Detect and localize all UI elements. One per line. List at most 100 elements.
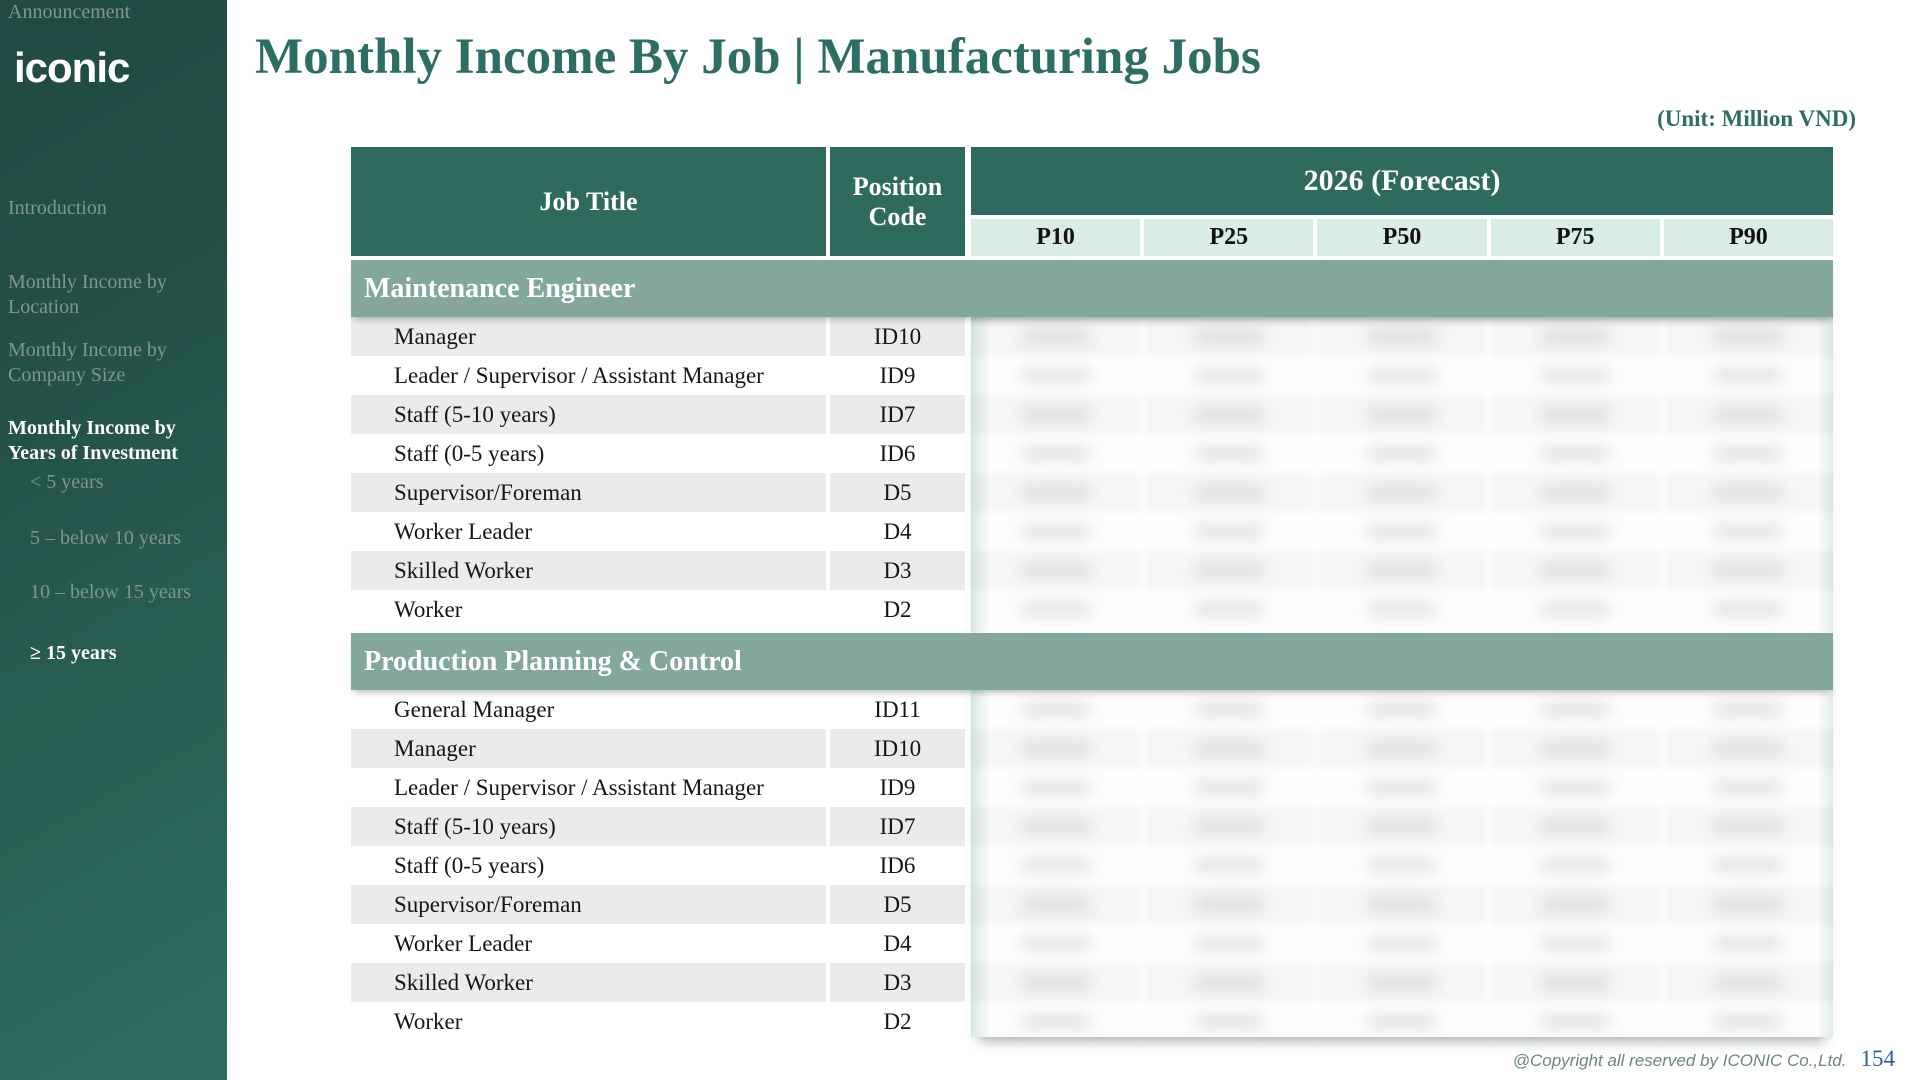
column-separator <box>1313 219 1318 256</box>
blurred-value-cell <box>1317 317 1487 356</box>
sidebar-nav-item[interactable]: Monthly Income by Company Size <box>8 339 167 386</box>
blurred-value-cell <box>1144 356 1314 395</box>
blurred-value-smudge <box>1539 447 1612 460</box>
percentile-header-row: P10 P25 P50 P75 P90 <box>971 219 1834 256</box>
blurred-value-smudge <box>1366 976 1438 989</box>
sidebar-nav-item[interactable]: < 5 years <box>30 471 104 493</box>
blurred-value-cell <box>971 512 1141 551</box>
blurred-value-cell <box>971 473 1141 512</box>
sidebar-nav-item[interactable]: 5 – below 10 years <box>30 527 182 549</box>
blurred-value-cell <box>1490 846 1660 885</box>
column-gap <box>965 885 971 924</box>
forecast-values-blurred <box>971 395 1834 434</box>
column-gap <box>965 434 971 473</box>
blurred-value-cell <box>1490 512 1660 551</box>
forecast-values-blurred <box>971 590 1834 629</box>
blurred-value-smudge <box>1539 564 1612 577</box>
position-code-cell: ID6 <box>830 846 965 885</box>
blurred-value-cell <box>1317 356 1487 395</box>
table-row: Leader / Supervisor / Assistant Manager … <box>351 356 1834 395</box>
footer: @Copyright all reserved by ICONIC Co.,Lt… <box>1295 1046 1895 1072</box>
position-code-cell: ID9 <box>830 768 965 807</box>
blurred-value-smudge <box>1366 486 1438 499</box>
blurred-value-cell <box>1144 846 1314 885</box>
blurred-value-smudge <box>1712 976 1785 989</box>
blurred-value-smudge <box>1019 330 1092 343</box>
blurred-value-smudge <box>1192 742 1265 755</box>
blurred-value-smudge <box>1366 603 1438 616</box>
job-title-cell: Leader / Supervisor / Assistant Manager <box>351 356 826 395</box>
blurred-value-cell <box>1144 551 1314 590</box>
position-code-cell: D5 <box>830 885 965 924</box>
job-title-cell: Worker Leader <box>351 924 826 963</box>
blurred-value-cell <box>1490 885 1660 924</box>
column-gap <box>965 690 971 729</box>
forecast-values-blurred <box>971 768 1834 807</box>
blurred-value-cell <box>1663 924 1834 963</box>
section-band: Maintenance Engineer <box>351 260 1833 317</box>
column-separator <box>826 147 830 256</box>
sidebar-nav-item[interactable]: 10 – below 15 years <box>30 581 192 603</box>
blurred-value-cell <box>1663 512 1834 551</box>
job-title-cell: Staff (0-5 years) <box>351 434 826 473</box>
blurred-value-smudge <box>1539 525 1612 538</box>
position-code-cell: ID9 <box>830 356 965 395</box>
table-row: Worker Leader D4 <box>351 512 1834 551</box>
blurred-value-smudge <box>1019 603 1092 616</box>
sidebar-nav-item[interactable]: Introduction <box>8 197 107 219</box>
blurred-value-cell <box>1663 356 1834 395</box>
table-row: Supervisor/Foreman D5 <box>351 473 1834 512</box>
column-gap <box>965 317 971 356</box>
job-title-cell: Skilled Worker <box>351 963 826 1002</box>
blurred-value-smudge <box>1019 937 1092 950</box>
table-row: Staff (0-5 years) ID6 <box>351 434 1834 473</box>
percentile-column-header: P90 <box>1663 219 1834 256</box>
blurred-value-cell <box>971 885 1141 924</box>
table-row: Worker D2 <box>351 1002 1834 1041</box>
blurred-value-smudge <box>1712 447 1785 460</box>
sidebar-nav-item[interactable]: ≥ 15 years <box>30 642 117 664</box>
column-separator <box>826 885 830 924</box>
sidebar-nav-item[interactable]: Monthly Income by Years of Investment <box>8 417 178 464</box>
blurred-value-cell <box>1144 473 1314 512</box>
table-row: Staff (5-10 years) ID7 <box>351 395 1834 434</box>
blurred-value-smudge <box>1366 781 1438 794</box>
percentile-column-header: P50 <box>1317 219 1487 256</box>
blurred-value-cell <box>1490 768 1660 807</box>
blurred-value-smudge <box>1192 564 1265 577</box>
job-title-cell: Worker Leader <box>351 512 826 551</box>
column-gap <box>965 473 971 512</box>
blurred-value-cell <box>971 395 1141 434</box>
sidebar-nav-item[interactable]: Announcement <box>8 1 131 23</box>
position-code-cell: D5 <box>830 473 965 512</box>
blurred-value-smudge <box>1192 703 1265 716</box>
blurred-value-cell <box>1317 512 1487 551</box>
percentile-column-header: P10 <box>971 219 1141 256</box>
blurred-value-smudge <box>1019 1015 1092 1028</box>
blurred-value-cell <box>1144 924 1314 963</box>
column-gap <box>965 924 971 963</box>
blurred-value-cell <box>1490 690 1660 729</box>
position-code-cell: D3 <box>830 551 965 590</box>
column-gap <box>965 551 971 590</box>
blurred-value-cell <box>1144 729 1314 768</box>
sidebar-nav-item[interactable]: Monthly Income by Location <box>8 271 167 318</box>
blurred-value-cell <box>1144 963 1314 1002</box>
blurred-value-cell <box>1144 885 1314 924</box>
column-gap <box>965 768 971 807</box>
blurred-value-smudge <box>1712 898 1785 911</box>
blurred-value-smudge <box>1192 330 1265 343</box>
blurred-value-cell <box>1144 690 1314 729</box>
blurred-value-cell <box>1663 317 1834 356</box>
column-separator <box>826 512 830 551</box>
blurred-value-cell <box>1663 729 1834 768</box>
blurred-value-smudge <box>1712 486 1785 499</box>
blurred-value-cell <box>1317 395 1487 434</box>
blurred-value-smudge <box>1366 525 1438 538</box>
column-gap <box>965 846 971 885</box>
income-table: Job Title Position Code 2026 (Forecast) … <box>351 147 1834 1041</box>
position-code-cell: D4 <box>830 512 965 551</box>
blurred-value-smudge <box>1192 898 1265 911</box>
blurred-value-cell <box>1663 690 1834 729</box>
blurred-value-cell <box>1144 395 1314 434</box>
